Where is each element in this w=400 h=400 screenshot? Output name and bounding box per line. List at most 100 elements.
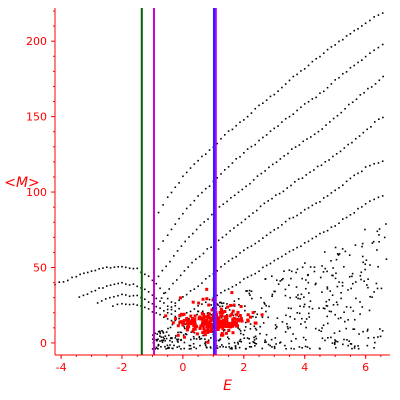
black-point [157, 275, 160, 278]
black-point [325, 300, 328, 303]
black-point [276, 317, 279, 319]
black-point [219, 338, 222, 340]
black-point [346, 339, 348, 341]
black-point [373, 162, 375, 165]
black-point [309, 171, 311, 174]
black-point [309, 347, 311, 350]
black-point [305, 279, 307, 281]
black-point [275, 279, 278, 282]
black-point [289, 296, 291, 299]
black-point [265, 264, 268, 267]
black-point [210, 313, 213, 316]
black-point [348, 275, 351, 278]
black-point [243, 249, 245, 252]
black-point [197, 285, 199, 288]
black-point [334, 79, 336, 81]
black-point [323, 307, 326, 310]
black-point [228, 309, 231, 311]
black-point [306, 346, 309, 348]
x-tick-label: -4 [56, 361, 67, 374]
black-point [306, 138, 308, 140]
red-point [238, 313, 242, 317]
black-point [271, 293, 274, 296]
black-point [117, 265, 119, 268]
red-point [202, 327, 206, 331]
black-point [166, 297, 169, 300]
red-point [232, 303, 236, 307]
black-point [252, 341, 254, 343]
black-point [252, 315, 254, 318]
black-point [240, 340, 243, 343]
red-point [224, 324, 228, 328]
black-point [210, 304, 213, 306]
black-point [377, 265, 379, 268]
black-point [325, 304, 328, 307]
black-point [373, 336, 375, 339]
black-point [117, 282, 119, 285]
black-point [170, 313, 173, 315]
black-point [321, 291, 323, 293]
black-point [328, 298, 331, 301]
black-point [326, 229, 329, 232]
black-point [209, 346, 212, 348]
black-point [209, 347, 212, 349]
black-point [351, 347, 353, 350]
black-point [330, 336, 332, 339]
black-point [237, 191, 240, 194]
black-point [364, 228, 366, 231]
black-point [334, 346, 337, 349]
black-point [377, 196, 380, 199]
black-point [279, 342, 281, 344]
black-point [204, 342, 206, 345]
black-point [231, 162, 234, 164]
red-point [207, 303, 211, 307]
black-point [281, 321, 284, 323]
black-point [255, 329, 258, 331]
black-point [289, 315, 291, 318]
black-point [379, 328, 381, 330]
black-point [144, 273, 146, 276]
x-tick-label: 6 [362, 361, 369, 374]
black-point [264, 339, 266, 342]
black-point [319, 55, 321, 58]
black-point [250, 245, 253, 247]
black-point [304, 338, 307, 341]
black-point [237, 327, 239, 329]
black-point [250, 290, 253, 293]
black-point [345, 180, 348, 183]
black-point [264, 170, 266, 172]
red-point [197, 317, 201, 321]
red-point [208, 321, 212, 325]
black-point [229, 347, 232, 350]
black-point [162, 336, 165, 339]
black-point [221, 344, 223, 346]
black-point [132, 303, 135, 306]
black-point [157, 248, 160, 250]
black-point [302, 336, 305, 339]
black-point [172, 347, 174, 350]
black-point [220, 302, 223, 305]
black-point [381, 195, 384, 197]
black-point [128, 303, 131, 306]
black-point [298, 144, 301, 146]
black-point [254, 310, 256, 313]
red-point [205, 287, 209, 291]
black-point [238, 346, 241, 349]
black-point [230, 196, 232, 199]
black-point [216, 142, 218, 145]
black-point [161, 341, 164, 344]
black-point [217, 239, 220, 242]
black-point [320, 164, 323, 167]
black-point [166, 305, 169, 308]
black-point [155, 297, 158, 300]
black-point [289, 326, 292, 329]
black-point [310, 136, 312, 138]
black-point [364, 55, 367, 58]
black-point [311, 307, 314, 310]
black-point [373, 291, 375, 293]
black-point [273, 127, 276, 130]
black-point [352, 310, 355, 312]
black-point [303, 68, 306, 70]
black-point [295, 286, 298, 288]
